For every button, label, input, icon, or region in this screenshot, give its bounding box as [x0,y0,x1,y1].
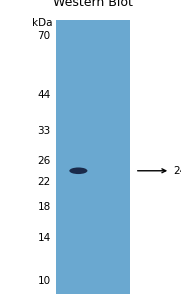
Text: 18: 18 [37,202,51,212]
Text: 14: 14 [37,233,51,244]
Text: 70: 70 [37,31,51,41]
Text: Western Blot: Western Blot [53,0,133,9]
Text: 22: 22 [37,177,51,187]
Text: 26: 26 [37,156,51,166]
Text: kDa: kDa [32,18,52,28]
Text: 44: 44 [37,90,51,100]
Bar [56,20,130,294]
Text: 24kDa: 24kDa [173,166,181,176]
Text: 33: 33 [37,126,51,136]
Text: 10: 10 [37,276,51,286]
Ellipse shape [69,167,87,174]
